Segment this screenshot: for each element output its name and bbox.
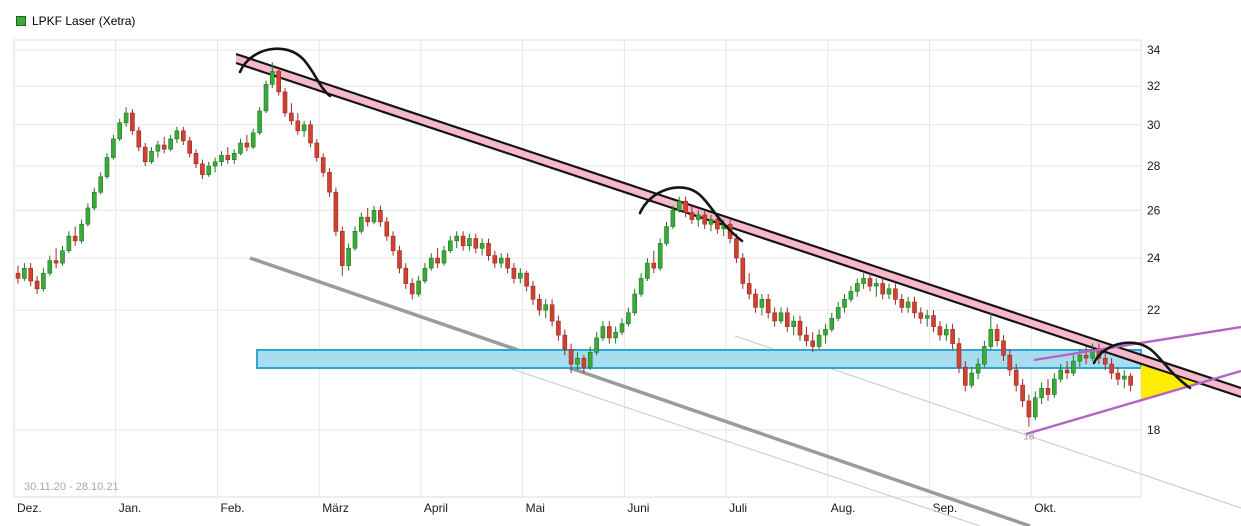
gray-trendlines bbox=[249, 256, 1241, 526]
series-marker-icon bbox=[16, 16, 26, 26]
trend-channel bbox=[235, 52, 1241, 399]
svg-text:April: April bbox=[424, 501, 448, 515]
svg-text:32: 32 bbox=[1147, 79, 1161, 93]
apex-triangle bbox=[1141, 365, 1200, 400]
svg-text:24: 24 bbox=[1147, 251, 1161, 265]
svg-text:Dez.: Dez. bbox=[17, 501, 42, 515]
svg-text:Aug.: Aug. bbox=[831, 501, 856, 515]
svg-text:Okt.: Okt. bbox=[1034, 501, 1056, 515]
svg-text:März: März bbox=[322, 501, 349, 515]
chart-legend: LPKF Laser (Xetra) bbox=[16, 14, 135, 28]
svg-text:Juni: Juni bbox=[627, 501, 649, 515]
svg-text:Feb.: Feb. bbox=[221, 501, 245, 515]
date-range-label: 30.11.20 - 28.10.21 bbox=[24, 481, 119, 493]
svg-text:22: 22 bbox=[1147, 303, 1161, 317]
low-marker: 18 bbox=[1023, 432, 1035, 443]
top-arcs bbox=[238, 47, 1192, 390]
svg-text:34: 34 bbox=[1147, 43, 1161, 57]
svg-text:30: 30 bbox=[1147, 118, 1161, 132]
candles bbox=[15, 62, 1133, 427]
grid: 34 32 30 28 26 24 22 18 Dez. Jan. Feb. März April Mai… bbox=[13, 39, 1161, 515]
series-label: LPKF Laser (Xetra) bbox=[32, 14, 136, 28]
svg-text:Jan.: Jan. bbox=[119, 501, 142, 515]
svg-text:Juli: Juli bbox=[729, 501, 747, 515]
svg-text:Sep.: Sep. bbox=[933, 501, 958, 515]
svg-text:18: 18 bbox=[1147, 423, 1161, 437]
svg-text:26: 26 bbox=[1147, 203, 1161, 217]
svg-text:Mai: Mai bbox=[526, 501, 545, 515]
svg-text:28: 28 bbox=[1147, 159, 1161, 173]
